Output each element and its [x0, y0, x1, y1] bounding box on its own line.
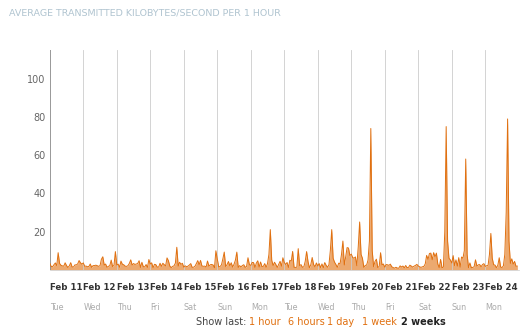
Text: Feb 17: Feb 17 — [251, 283, 283, 292]
Text: Thu: Thu — [117, 303, 132, 312]
Text: Feb 18: Feb 18 — [285, 283, 317, 292]
Text: AVERAGE TRANSMITTED KILOBYTES/SECOND PER 1 HOUR: AVERAGE TRANSMITTED KILOBYTES/SECOND PER… — [9, 8, 281, 17]
Text: 6 hours: 6 hours — [288, 317, 325, 327]
Text: Mon: Mon — [251, 303, 268, 312]
Text: 1 day: 1 day — [328, 317, 355, 327]
Text: Feb 13: Feb 13 — [117, 283, 149, 292]
Text: Feb 14: Feb 14 — [150, 283, 183, 292]
Text: Feb 22: Feb 22 — [418, 283, 451, 292]
Text: Feb 19: Feb 19 — [318, 283, 350, 292]
Text: 1 hour: 1 hour — [249, 317, 280, 327]
Text: Tue: Tue — [50, 303, 63, 312]
Text: Sat: Sat — [418, 303, 432, 312]
Text: Feb 21: Feb 21 — [385, 283, 417, 292]
Text: Feb 24: Feb 24 — [485, 283, 518, 292]
Text: Mon: Mon — [485, 303, 502, 312]
Text: Feb 16: Feb 16 — [217, 283, 250, 292]
Text: Sun: Sun — [217, 303, 233, 312]
Text: 1 week: 1 week — [362, 317, 397, 327]
Text: Tue: Tue — [285, 303, 298, 312]
Text: Sun: Sun — [452, 303, 467, 312]
Text: Feb 11: Feb 11 — [50, 283, 82, 292]
Text: Wed: Wed — [318, 303, 335, 312]
Text: 2 weeks: 2 weeks — [401, 317, 445, 327]
Text: Thu: Thu — [351, 303, 366, 312]
Text: Sat: Sat — [184, 303, 197, 312]
Text: Feb 15: Feb 15 — [184, 283, 216, 292]
Text: Feb 20: Feb 20 — [351, 283, 384, 292]
Text: Show last:: Show last: — [196, 317, 246, 327]
Text: Fri: Fri — [150, 303, 160, 312]
Text: Wed: Wed — [83, 303, 101, 312]
Text: Fri: Fri — [385, 303, 394, 312]
Text: Feb 12: Feb 12 — [83, 283, 116, 292]
Text: Feb 23: Feb 23 — [452, 283, 484, 292]
